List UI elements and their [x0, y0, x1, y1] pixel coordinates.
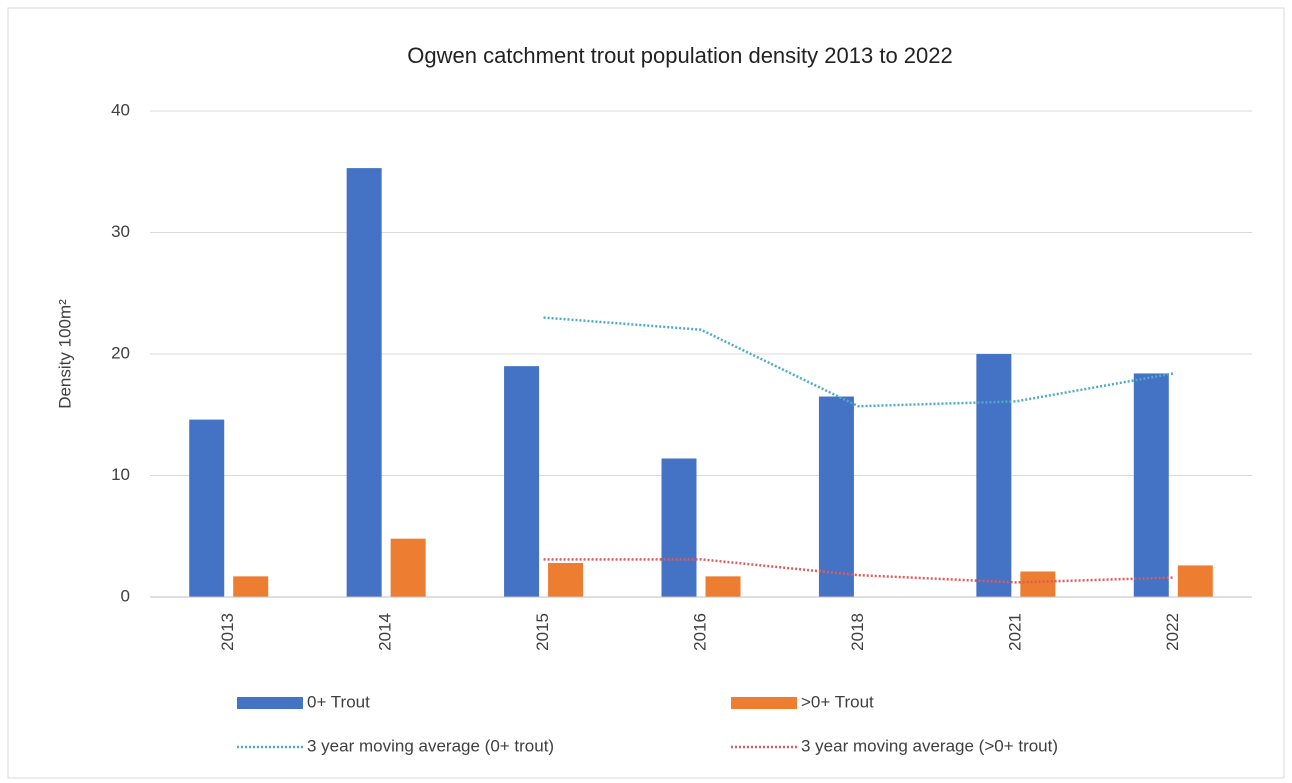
legend-swatch [731, 697, 797, 709]
x-tick-label: 2013 [218, 613, 237, 651]
y-axis-label: Density 100m² [55, 299, 74, 409]
bar [548, 562, 584, 597]
chart-border [7, 7, 1285, 779]
y-tick-label: 20 [111, 343, 130, 362]
bar [390, 538, 426, 597]
x-tick-label: 2016 [690, 613, 709, 651]
bar [504, 366, 540, 597]
legend-label: >0+ Trout [801, 692, 874, 711]
legend-label: 0+ Trout [307, 692, 370, 711]
x-tick-label: 2014 [376, 613, 395, 651]
chart-title: Ogwen catchment trout population density… [407, 43, 952, 68]
bar [346, 168, 382, 598]
y-tick-label: 10 [111, 465, 130, 484]
bar [818, 396, 854, 597]
moving-average-line [543, 558, 1174, 584]
y-tick-label: 30 [111, 222, 130, 241]
y-tick-label: 40 [111, 100, 130, 119]
moving-average-line [543, 316, 1174, 408]
legend-label: 3 year moving average (0+ trout) [307, 736, 554, 755]
bar [976, 354, 1012, 597]
bar [661, 458, 697, 597]
x-tick-label: 2022 [1163, 613, 1182, 651]
bar [705, 576, 741, 597]
bar [233, 576, 269, 597]
y-tick-label: 0 [121, 586, 130, 605]
legend-swatch [237, 697, 303, 709]
x-tick-label: 2018 [848, 613, 867, 651]
bar [1177, 565, 1213, 597]
bar [189, 419, 225, 597]
bar [1133, 373, 1169, 597]
x-tick-label: 2015 [533, 613, 552, 651]
bar [1020, 571, 1056, 597]
x-tick-label: 2021 [1005, 613, 1024, 651]
legend-label: 3 year moving average (>0+ trout) [801, 736, 1058, 755]
